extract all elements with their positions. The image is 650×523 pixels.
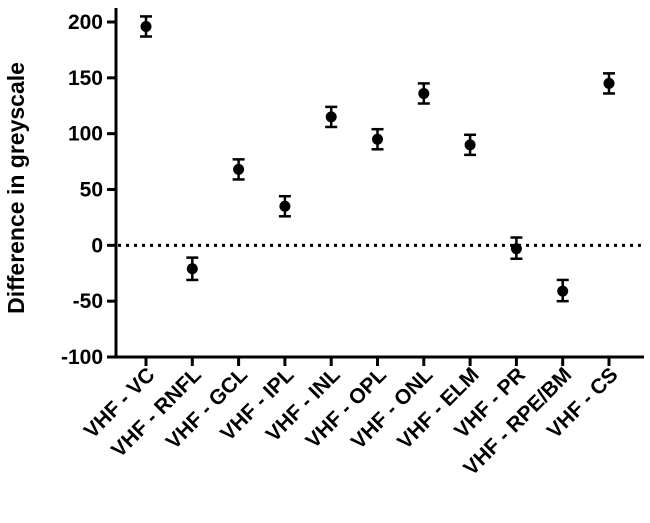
- data-point: [603, 77, 615, 89]
- data-point: [325, 111, 337, 123]
- data-point: [418, 87, 430, 99]
- data-point: [140, 20, 152, 32]
- data-point: [510, 243, 522, 255]
- data-point: [186, 263, 198, 275]
- y-tick-label: -100: [61, 346, 103, 369]
- y-axis-title: Difference in greyscale: [3, 62, 29, 314]
- y-tick-label: -50: [73, 290, 103, 313]
- data-point: [233, 163, 245, 175]
- y-tick-label: 50: [80, 179, 103, 202]
- data-point: [279, 200, 291, 212]
- data-point: [464, 139, 476, 151]
- y-tick-label: 0: [91, 234, 103, 257]
- y-tick-label: 100: [68, 123, 103, 146]
- data-point: [372, 133, 383, 145]
- data-points: [140, 15, 615, 303]
- y-axis-ticks: 200 150 100 50 0 -50 -100: [61, 11, 116, 369]
- axes: [114, 8, 644, 366]
- y-tick-label: 150: [68, 67, 103, 90]
- y-tick-label: 200: [68, 11, 103, 34]
- data-point: [557, 285, 569, 297]
